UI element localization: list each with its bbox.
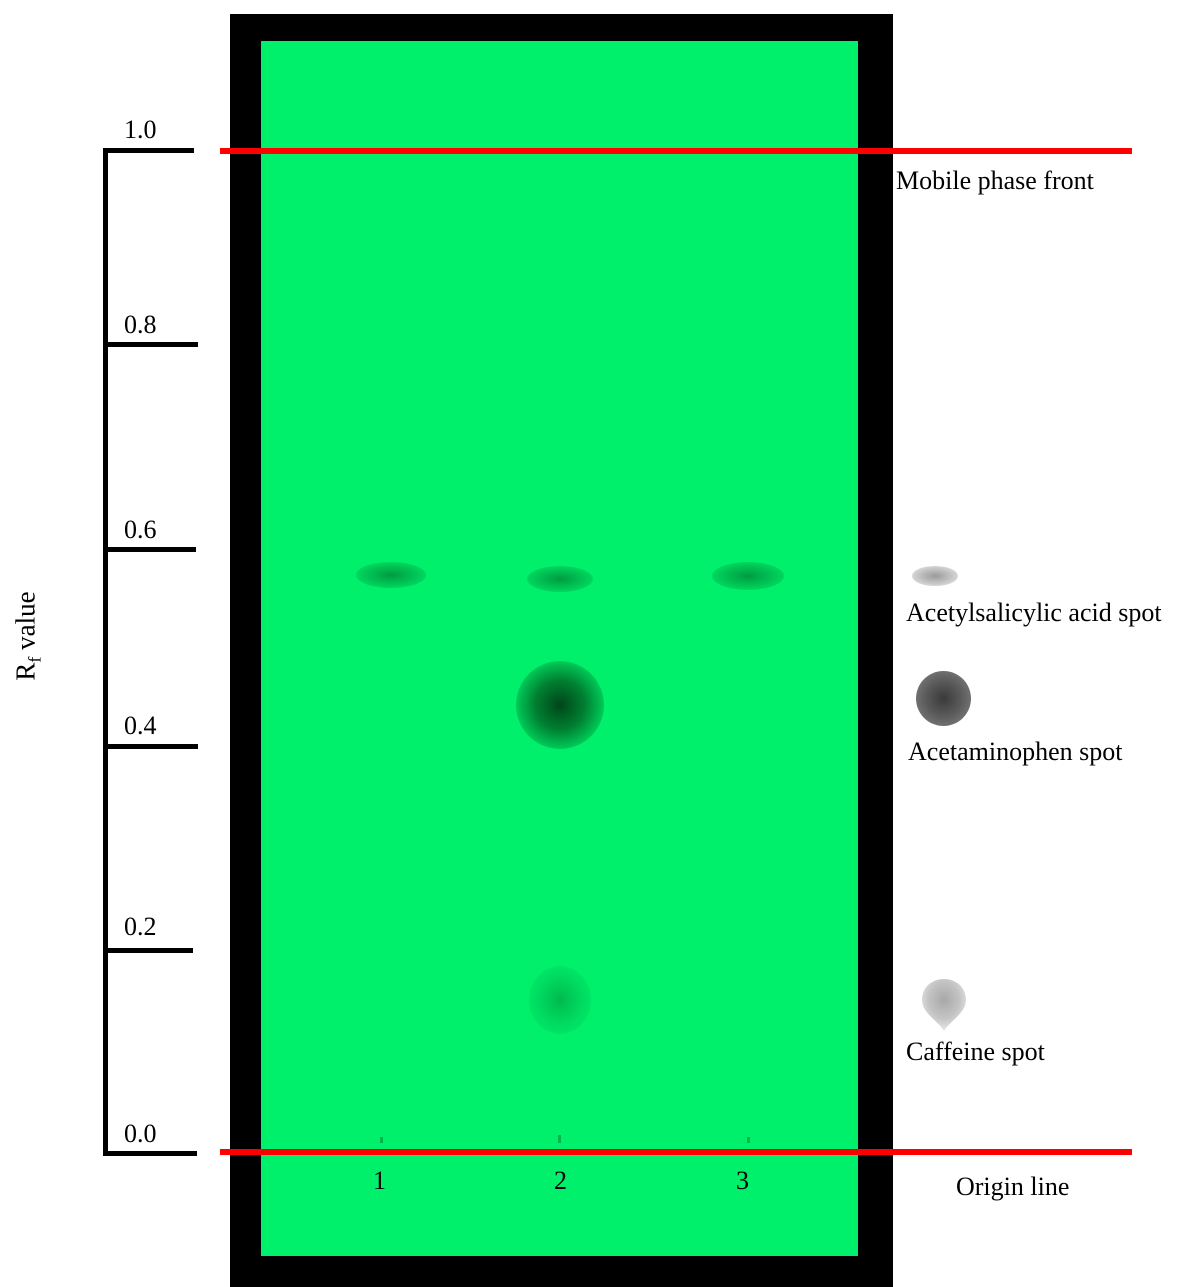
tlc-plate <box>261 41 858 1256</box>
origin-mark-lane1 <box>380 1137 383 1143</box>
rf-tick-label: 0.8 <box>124 310 157 339</box>
origin-line <box>220 1149 1132 1155</box>
rf-tick-0.0 <box>103 1151 197 1156</box>
caffeine-legend-icon <box>922 979 966 1031</box>
rf-tick-label: 0.2 <box>124 912 157 941</box>
origin-mark-lane2 <box>558 1135 561 1143</box>
rf-axis-title: Rf value <box>10 591 45 681</box>
acetylsalicylic-legend-icon <box>912 566 958 586</box>
spot-lane3-acetylsalicylic <box>712 562 784 590</box>
rf-tick-label: 0.0 <box>124 1119 157 1148</box>
lane-label-3: 3 <box>736 1166 749 1195</box>
lane-label-2: 2 <box>554 1166 567 1195</box>
acetylsalicylic-label: Acetylsalicylic acid spot <box>906 598 1162 627</box>
acetaminophen-legend-icon <box>916 671 971 726</box>
mobile-phase-front-line <box>220 148 1132 154</box>
rf-tick-label: 0.6 <box>124 515 157 544</box>
spot-lane2-acetaminophen <box>516 661 604 749</box>
origin-line-label: Origin line <box>956 1172 1070 1201</box>
rf-tick-label: 0.4 <box>124 711 157 740</box>
mobile-phase-front-label: Mobile phase front <box>896 166 1094 195</box>
rf-tick-0.4 <box>103 744 198 749</box>
rf-tick-1.0 <box>103 148 194 153</box>
spot-lane2-acetylsalicylic <box>527 566 593 592</box>
lane-label-1: 1 <box>373 1166 386 1195</box>
spot-lane2-caffeine <box>529 966 591 1034</box>
rf-tick-label: 1.0 <box>124 115 157 144</box>
rf-tick-0.6 <box>103 547 196 552</box>
caffeine-label: Caffeine spot <box>906 1037 1045 1066</box>
rf-tick-0.8 <box>103 342 198 347</box>
acetaminophen-label: Acetaminophen spot <box>908 737 1123 766</box>
rf-tick-0.2 <box>103 948 193 953</box>
rf-scale-axis <box>103 148 108 1156</box>
spot-lane1-acetylsalicylic <box>356 562 426 588</box>
origin-mark-lane3 <box>747 1137 750 1143</box>
